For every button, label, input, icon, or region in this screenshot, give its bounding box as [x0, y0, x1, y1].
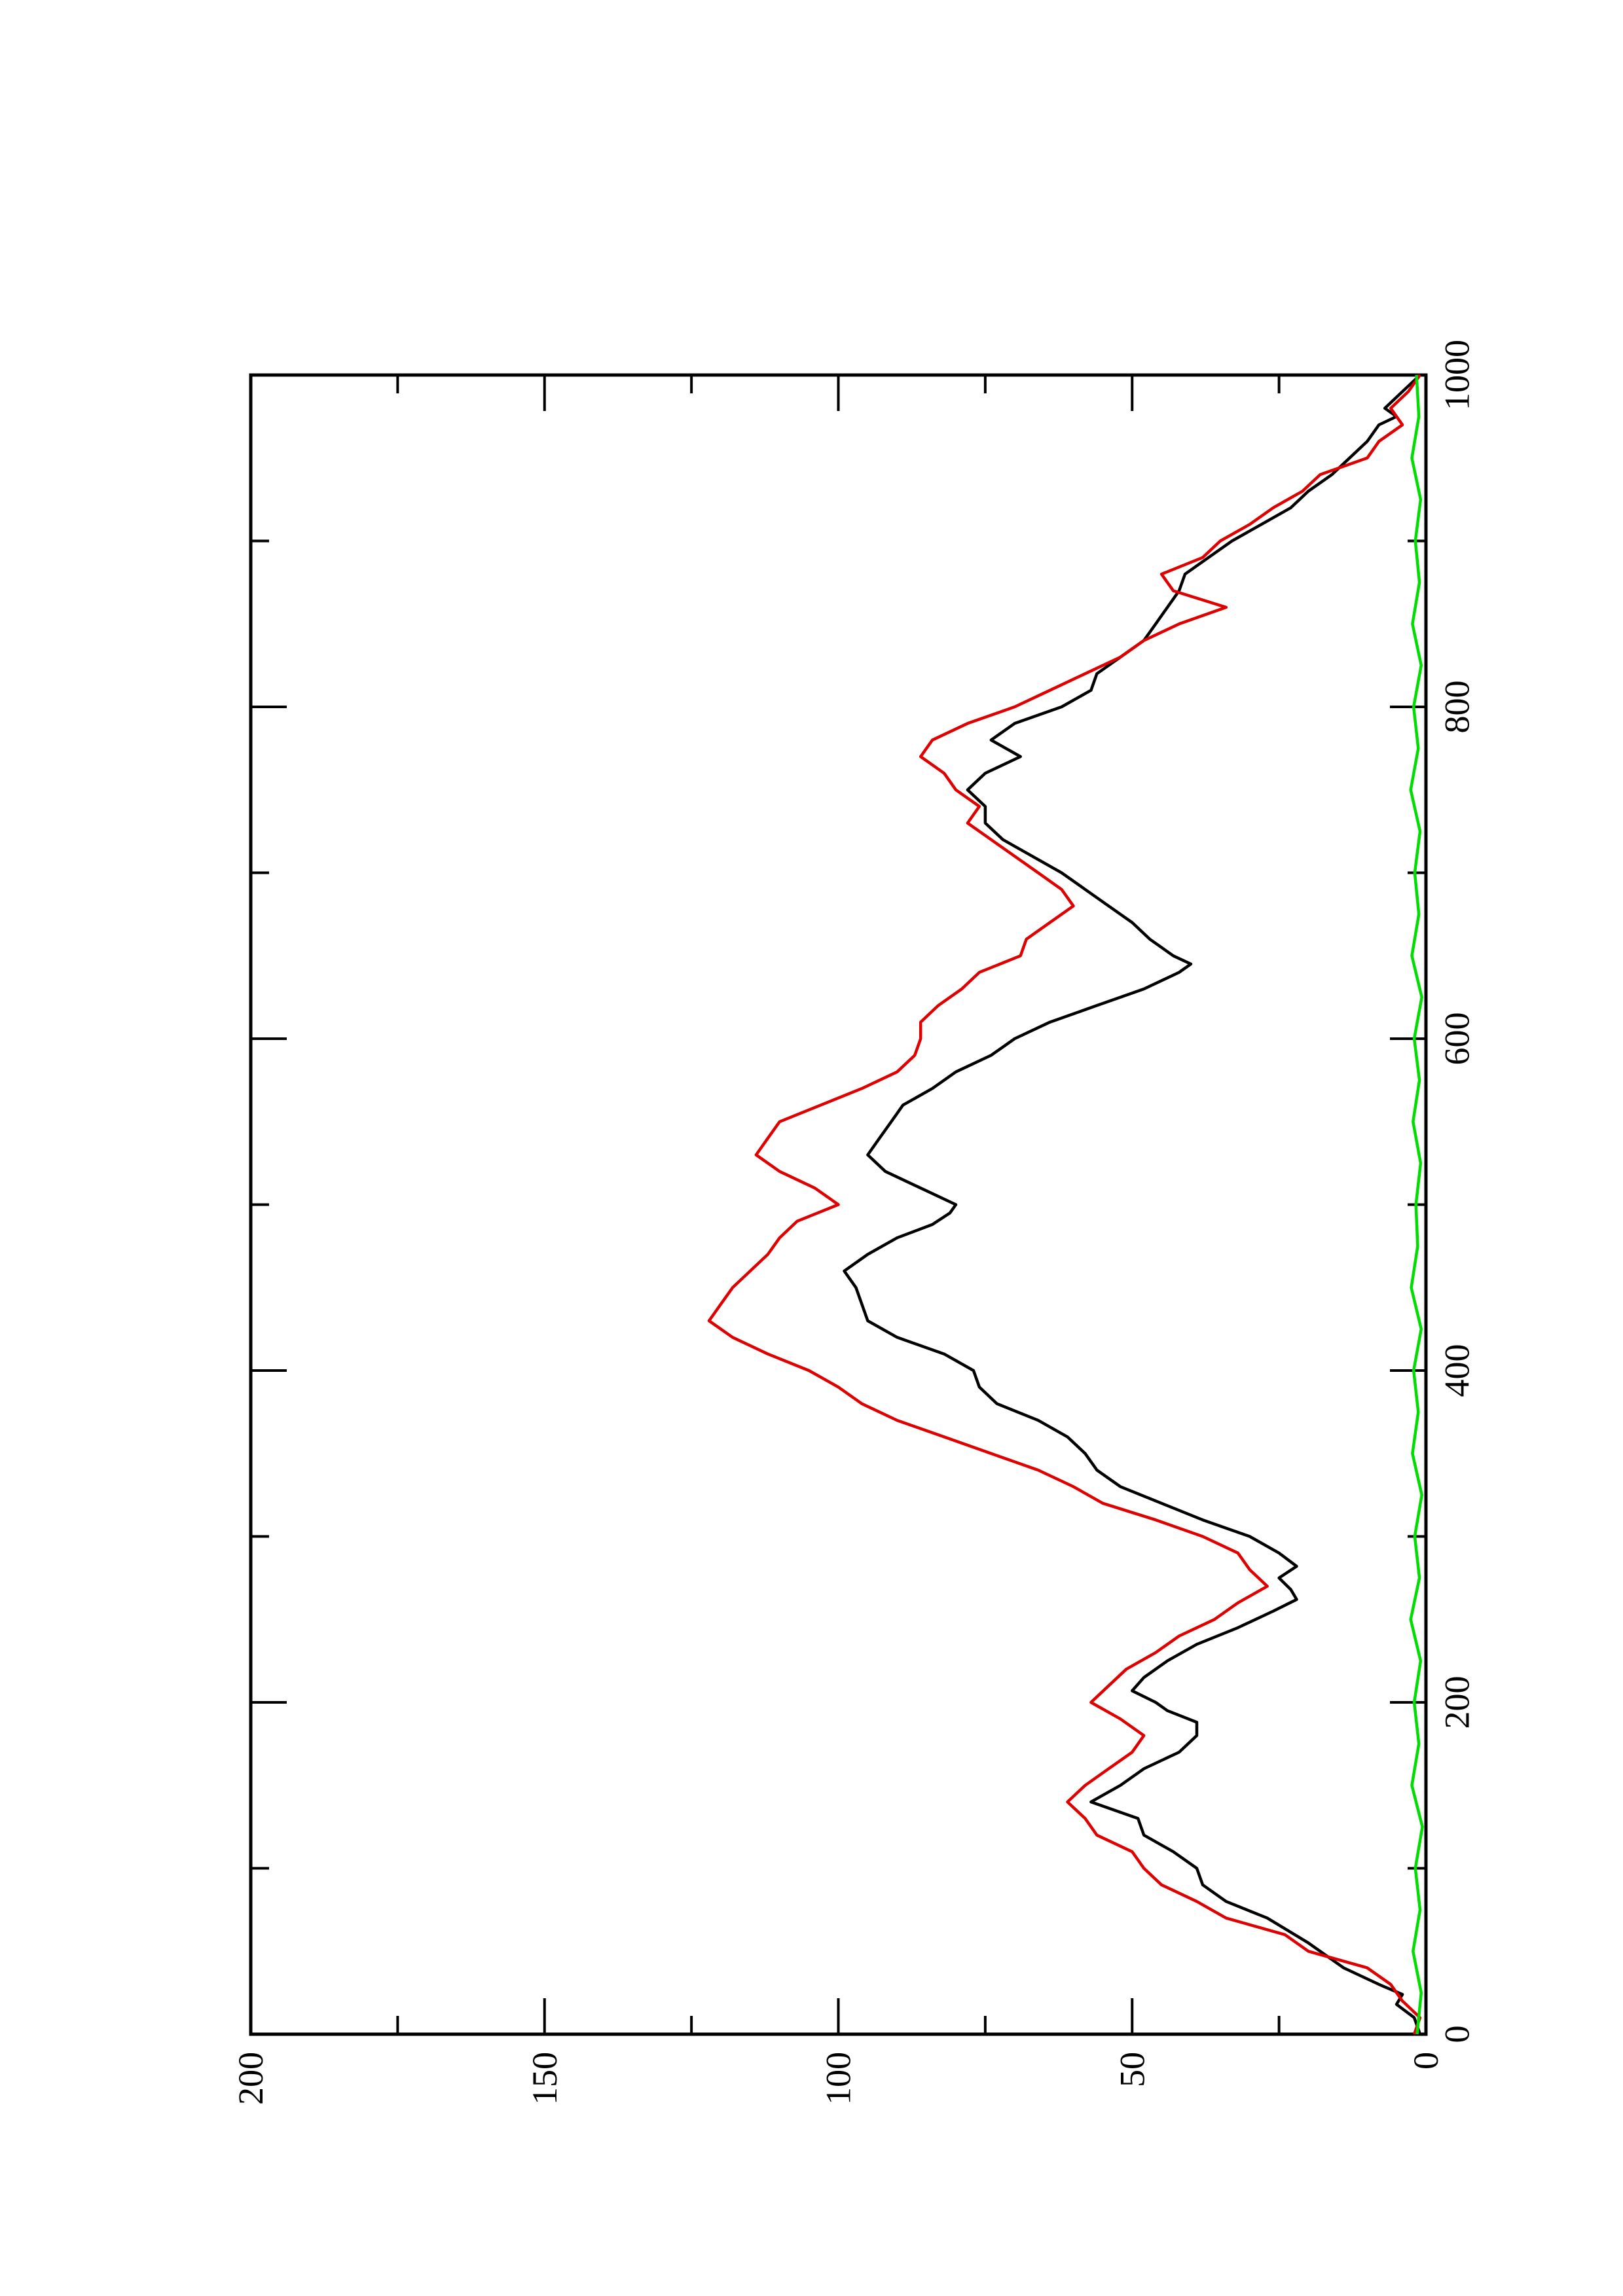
series-line-1 [707, 374, 1422, 2035]
series-line-2 [1409, 374, 1424, 2035]
tick-labels: 0 200 400 600 800 1000 0 50 100 150 200 [231, 340, 1476, 2105]
series-line-0 [843, 374, 1422, 2035]
series-layer [707, 374, 1424, 2035]
x-tick-label-0: 0 [1437, 2026, 1476, 2043]
x-tick-label-400: 400 [1437, 1344, 1476, 1397]
y-tick-label-200: 200 [231, 2052, 270, 2105]
y-tick-label-0: 0 [1406, 2052, 1446, 2070]
y-tick-label-150: 150 [525, 2052, 564, 2105]
y-tick-label-50: 50 [1112, 2052, 1152, 2087]
y-tick-label-100: 100 [819, 2052, 858, 2105]
x-tick-label-800: 800 [1437, 681, 1476, 734]
ticks [249, 374, 1427, 2036]
x-tick-label-200: 200 [1437, 1676, 1476, 1729]
x-tick-label-1000: 1000 [1437, 340, 1476, 410]
x-tick-label-600: 600 [1437, 1013, 1476, 1066]
